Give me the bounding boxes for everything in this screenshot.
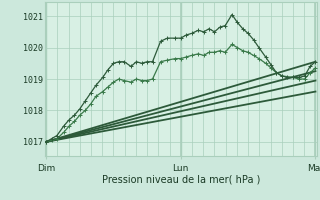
- X-axis label: Pression niveau de la mer( hPa ): Pression niveau de la mer( hPa ): [102, 174, 260, 184]
